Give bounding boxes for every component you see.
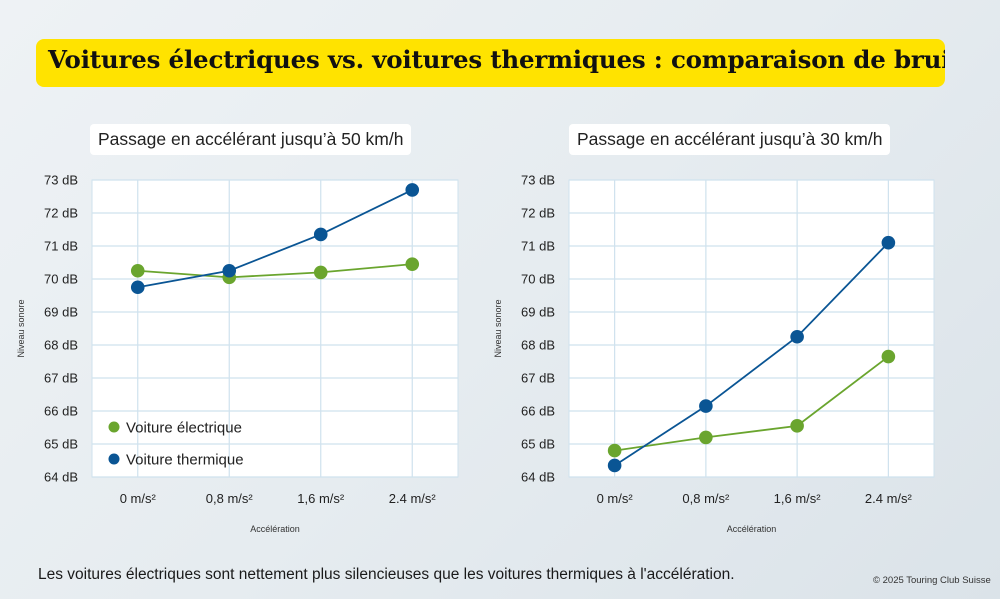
line-chart-50kmh: 64 dB 65 dB 66 dB 67 dB 68 dB 69 dB 70 dB 71 dB… (16, 173, 459, 534)
data-point-electric (130, 263, 145, 278)
data-point-electric (881, 349, 896, 364)
data-point-electric (313, 265, 328, 280)
legend-marker-thermal (108, 453, 120, 465)
x-tick-label: 1,6 m/s² (297, 491, 345, 506)
y-tick-label: 69 dB (521, 305, 555, 320)
y-tick-label: 67 dB (44, 371, 78, 386)
y-tick-label: 73 dB (521, 173, 555, 188)
data-point-thermal (881, 235, 896, 250)
y-tick-label: 65 dB (44, 437, 78, 452)
data-point-thermal (313, 227, 328, 242)
y-tick-label: 68 dB (521, 338, 555, 353)
series-line-thermal (614, 242, 890, 467)
x-tick-label: 0 m/s² (597, 491, 634, 506)
chart-subtitle: Passage en accélérant jusqu’à 50 km/h (90, 124, 412, 155)
legend-label-thermal: Voiture thermique (126, 452, 244, 469)
title-banner: Voitures électriques vs. voitures thermi… (36, 39, 945, 87)
data-point-thermal (790, 329, 804, 344)
y-tick-label: 71 dB (44, 239, 78, 254)
x-axis-title: Accélération (250, 524, 300, 534)
y-tick-label: 64 dB (521, 470, 555, 485)
y-tick-label: 72 dB (521, 206, 555, 221)
chart-panel-30kmh: Passage en accélérant jusqu’à 30 km/h 64… (477, 120, 947, 540)
x-tick-label: 0,8 m/s² (682, 491, 730, 506)
footer-caption: Les voitures électriques sont nettement … (38, 566, 735, 583)
x-tick-label: 0,8 m/s² (206, 491, 254, 506)
line-chart-30kmh: 64 dB 65 dB 66 dB 67 dB 68 dB 69 dB 70 dB 71 dB… (493, 173, 935, 534)
data-point-electric (790, 419, 804, 433)
x-tick-label: 2.4 m/s² (389, 491, 437, 506)
chart-panel-50kmh: Passage en accélérant jusqu’à 50 km/h 64… (0, 120, 470, 540)
y-tick-label: 71 dB (521, 239, 555, 254)
y-axis-title: Niveau sonore (16, 299, 26, 357)
x-tick-label: 0 m/s² (120, 491, 157, 506)
y-tick-label: 68 dB (44, 338, 78, 353)
y-tick-label: 64 dB (44, 470, 78, 485)
y-tick-label: 66 dB (521, 404, 555, 419)
y-tick-label: 69 dB (44, 305, 78, 320)
plot-area (91, 179, 459, 478)
series-line-electric (137, 263, 413, 279)
data-point-electric (699, 430, 713, 445)
data-point-thermal (699, 399, 713, 413)
data-point-thermal (222, 263, 237, 278)
legend-marker-electric (108, 421, 120, 433)
data-point-thermal (607, 458, 622, 473)
y-tick-label: 72 dB (44, 206, 78, 221)
chart-subtitle: Passage en accélérant jusqu’à 30 km/h (569, 124, 891, 155)
x-tick-label: 1,6 m/s² (774, 491, 822, 506)
y-tick-label: 66 dB (44, 404, 78, 419)
data-point-thermal (130, 280, 145, 295)
data-point-electric (405, 257, 420, 271)
y-tick-label: 67 dB (521, 371, 555, 386)
x-axis-title: Accélération (727, 524, 777, 534)
data-point-thermal (405, 183, 420, 197)
series-line-electric (614, 355, 889, 452)
page-title: Voitures électriques vs. voitures thermi… (48, 45, 945, 74)
y-axis-title: Niveau sonore (493, 299, 503, 357)
x-tick-label: 2.4 m/s² (865, 491, 913, 506)
plot-area (568, 179, 935, 478)
data-point-electric (607, 443, 622, 458)
y-tick-label: 70 dB (44, 272, 78, 287)
y-tick-label: 70 dB (521, 272, 555, 287)
series-line-thermal (137, 189, 413, 289)
copyright-notice: © 2025 Touring Club Suisse (873, 575, 991, 586)
y-tick-label: 65 dB (521, 437, 555, 452)
y-tick-label: 73 dB (44, 173, 78, 188)
legend-label-electric: Voiture électrique (126, 420, 242, 437)
